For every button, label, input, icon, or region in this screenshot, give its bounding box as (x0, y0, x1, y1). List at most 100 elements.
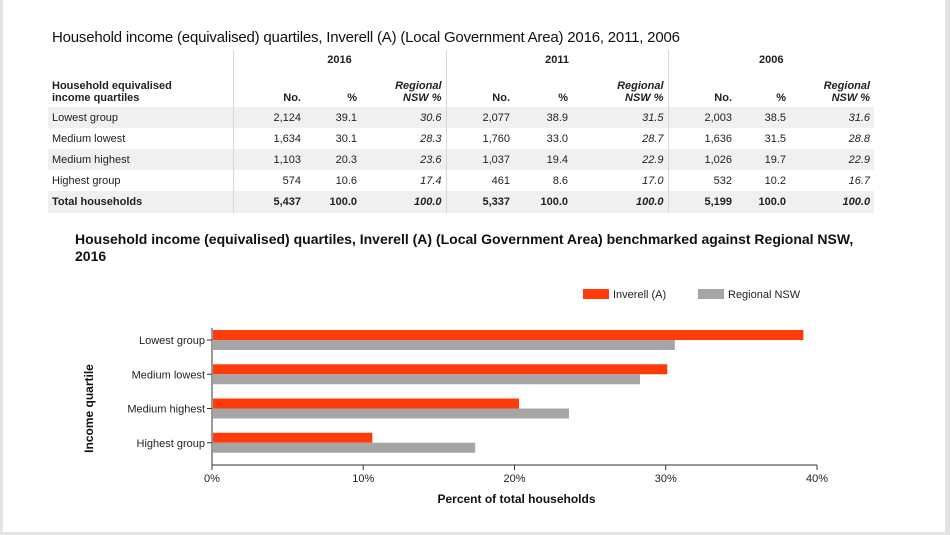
cell: 31.6 (790, 107, 875, 128)
cell: 33.0 (546, 132, 569, 145)
x-tick-label: 20% (503, 473, 525, 485)
cell: 30.1 (335, 132, 357, 145)
quartiles-table: 2016 2011 2006 Household equivalised inco… (48, 50, 875, 213)
cell: 100.0 (790, 191, 875, 213)
year-header-row: 2016 2011 2006 (48, 50, 875, 70)
cell: 38.5 (736, 107, 791, 128)
cell: 1,636 (667, 128, 737, 149)
cell: 28.8 (848, 132, 871, 145)
cell: 5,337 (445, 191, 515, 213)
chart-plot-area: Lowest group Medium lowest Medium highest H… (82, 328, 828, 506)
col-pct-2016: % (347, 92, 357, 104)
x-axis-label: Percent of total households (437, 492, 595, 506)
cell: 31.5 (572, 107, 669, 128)
col-reg-2016: Regional NSW % (395, 80, 442, 104)
legend-swatch-regional-nsw (698, 289, 724, 299)
y-axis-label: Income quartile (82, 364, 96, 453)
year-header-2011: 2011 (445, 50, 669, 70)
col-no-2006: No. (667, 70, 737, 107)
cell: 10.6 (335, 174, 357, 187)
col-no-2011: No. (445, 70, 515, 107)
y-tick-label: Medium lowest (132, 369, 205, 381)
bar-inverell (213, 398, 520, 409)
legend-swatch-inverell (583, 289, 609, 299)
cell: 2,003 (667, 107, 737, 128)
table-row: Lowest group 2,124 39.1 30.6 2,077 38.9 … (48, 107, 875, 128)
y-tick-label: Medium highest (127, 404, 205, 416)
cell: 30.6 (361, 107, 447, 128)
table-row: Medium lowest 1,634 30.1 28.3 1,760 33.0… (48, 128, 874, 149)
col-no-2016: No. (232, 70, 305, 107)
cell: 100.0 (361, 191, 447, 213)
row-label: Medium highest (48, 149, 233, 170)
row-label: Total households (48, 191, 233, 213)
cell: 28.7 (642, 132, 664, 145)
cell: 100.0 (305, 191, 361, 213)
frame-right-border (945, 0, 950, 535)
x-tick-label: 40% (806, 473, 828, 485)
col-pct-2006: % (776, 92, 787, 104)
row-label: Medium lowest (52, 132, 126, 145)
cell: 5,199 (667, 191, 737, 213)
cell: 28.3 (420, 132, 442, 145)
bar-inverell (213, 330, 804, 340)
cell: 1,760 (445, 128, 515, 149)
cell: 100.0 (572, 191, 669, 213)
cell: 20.3 (305, 149, 361, 170)
cell: 39.1 (305, 107, 361, 128)
row-label: Lowest group (48, 107, 233, 128)
cell: 5,437 (232, 191, 305, 213)
cell: 532 (667, 170, 737, 191)
cell: 22.9 (572, 149, 669, 170)
cell: 17.0 (642, 174, 664, 187)
cell: 10.2 (764, 174, 787, 187)
year-header-blank (48, 50, 233, 70)
cell: 100.0 (514, 191, 573, 213)
row-label-header: Household equivalised income quartiles (52, 80, 172, 104)
cell: 574 (232, 170, 305, 191)
cell: 8.6 (552, 174, 569, 187)
y-tick-label: Lowest group (139, 335, 205, 347)
cell: 23.6 (361, 149, 447, 170)
year-header-2016: 2016 (232, 50, 447, 70)
row-label: Highest group (52, 174, 121, 187)
cell: 19.7 (736, 149, 791, 170)
cell: 22.9 (790, 149, 875, 170)
bar-regional-nsw (213, 340, 675, 350)
x-tick-label: 10% (352, 473, 374, 485)
cell: 17.4 (420, 174, 442, 187)
cell: 1,026 (667, 149, 737, 170)
cell: 100.0 (736, 191, 791, 213)
cell: 461 (445, 170, 515, 191)
column-header-row: Household equivalised income quartiles No… (48, 70, 874, 107)
table-row: Medium highest 1,103 20.3 23.6 1,037 19.… (48, 149, 875, 170)
cell: 16.7 (848, 174, 871, 187)
cell: 1,037 (445, 149, 515, 170)
cell: 31.5 (764, 132, 787, 145)
table-title: Household income (equivalised) quartiles… (52, 29, 680, 46)
chart-legend: Inverell (A) Regional NSW (583, 289, 801, 301)
y-tick-label: Highest group (137, 438, 206, 450)
bar-regional-nsw (213, 408, 569, 419)
bar-regional-nsw (213, 374, 641, 385)
bar-regional-nsw (213, 442, 476, 453)
col-reg-2011: Regional NSW % (617, 80, 664, 104)
cell: 2,077 (445, 107, 515, 128)
col-pct-2011: % (558, 92, 569, 104)
frame-bottom-border (0, 532, 950, 535)
legend-label-inverell: Inverell (A) (613, 289, 666, 301)
cell: 2,124 (232, 107, 305, 128)
x-tick-label: 30% (655, 473, 677, 485)
bar-inverell (213, 364, 668, 375)
chart-title: Household income (equivalised) quartiles… (75, 231, 854, 264)
year-header-2006: 2006 (667, 50, 875, 70)
table-row: Highest group 574 10.6 17.4 461 8.6 17.0… (48, 170, 874, 191)
frame-left-border (0, 0, 3, 535)
cell: 1,103 (232, 149, 305, 170)
bar-chart: Inverell (A) Regional NSW Lowest group Med… (82, 289, 828, 506)
x-tick-label: 0% (204, 473, 220, 485)
bar-inverell (213, 432, 373, 443)
cell: 38.9 (514, 107, 573, 128)
cell: 1,634 (232, 128, 305, 149)
legend-label-regional-nsw: Regional NSW (728, 289, 801, 301)
